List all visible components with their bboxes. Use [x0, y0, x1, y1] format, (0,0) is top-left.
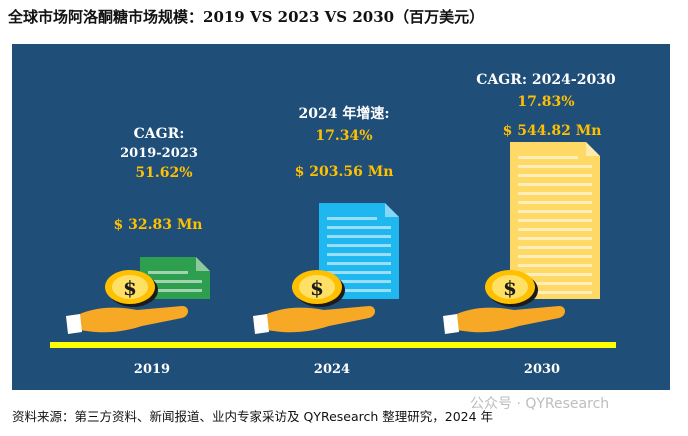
- document-line: [518, 237, 592, 240]
- document-line: [518, 264, 592, 267]
- document-line: [148, 271, 188, 274]
- document-fold-2024: [385, 203, 399, 218]
- document-line: [518, 255, 592, 258]
- cuff-icon: [443, 314, 459, 334]
- document-line: [518, 201, 592, 204]
- coin-face: [299, 275, 335, 299]
- document-line: [518, 192, 592, 195]
- document-line: [327, 271, 391, 275]
- hand-icon: [259, 306, 375, 333]
- annotation-period-2019: 2019-2023: [120, 146, 198, 161]
- document-line: [518, 183, 592, 186]
- tick-label-2024: 2024: [314, 362, 350, 377]
- document-line: [518, 165, 592, 168]
- document-line: [518, 291, 592, 294]
- document-line: [518, 210, 592, 213]
- document-line: [327, 235, 391, 239]
- coin-face: [492, 275, 528, 299]
- coin-face: [112, 275, 148, 299]
- page-title: 全球市场阿洛酮糖市场规模：2019 VS 2023 VS 2030（百万美元）: [8, 8, 485, 26]
- hand-icon: [72, 306, 188, 333]
- baseline-axis: [50, 342, 616, 348]
- document-line: [518, 174, 592, 177]
- dollar-icon: $: [310, 276, 324, 300]
- value-label-2024: $ 203.56 Mn: [295, 164, 394, 180]
- document-line: [327, 226, 391, 230]
- document-fold-2030: [586, 142, 600, 156]
- annotation-cagr-2019: CAGR:: [134, 126, 185, 142]
- source-note: 资料来源：第三方资料、新闻报道、业内专家采访及 QYResearch 整理研究，…: [12, 409, 494, 424]
- annotation-rate-2030: 17.83%: [517, 94, 574, 110]
- hand-icon: [449, 306, 565, 333]
- dollar-icon: $: [503, 276, 517, 300]
- document-line: [327, 289, 391, 293]
- annotation-rate-2019: 51.62%: [135, 165, 192, 181]
- cuff-icon: [253, 314, 269, 334]
- document-line: [518, 246, 592, 249]
- value-label-2019: $ 32.83 Mn: [113, 217, 202, 233]
- market-size-infographic: $ $ $ $ 32.83 Mn $ 203.56 Mn $ 544.82 Mn CAGR:…: [50, 72, 616, 377]
- document-line: [327, 217, 377, 221]
- tick-label-2030: 2030: [524, 362, 560, 377]
- watermark: 公众号 · QYResearch: [470, 396, 610, 412]
- document-line: [518, 156, 578, 159]
- annotation-growth-2024: 2024 年增速:: [298, 105, 389, 122]
- document-line: [327, 262, 391, 266]
- annotation-rate-2024: 17.34%: [315, 128, 372, 144]
- document-fold-2019: [196, 257, 210, 271]
- document-line: [518, 228, 592, 231]
- value-label-2030: $ 544.82 Mn: [503, 123, 602, 139]
- document-line: [327, 244, 391, 248]
- dollar-icon: $: [123, 276, 137, 300]
- tick-label-2019: 2019: [134, 362, 170, 377]
- document-line: [148, 289, 202, 292]
- document-line: [518, 273, 592, 276]
- document-line: [518, 219, 592, 222]
- document-line: [327, 253, 391, 257]
- annotation-cagr-2030: CAGR: 2024-2030: [476, 72, 616, 88]
- document-line: [518, 282, 592, 285]
- document-line: [148, 280, 202, 283]
- document-line: [327, 280, 391, 284]
- infographic-panel: $ $ $ $ 32.83 Mn $ 203.56 Mn $ 544.82 Mn CAGR:…: [12, 44, 670, 390]
- cuff-icon: [66, 314, 82, 334]
